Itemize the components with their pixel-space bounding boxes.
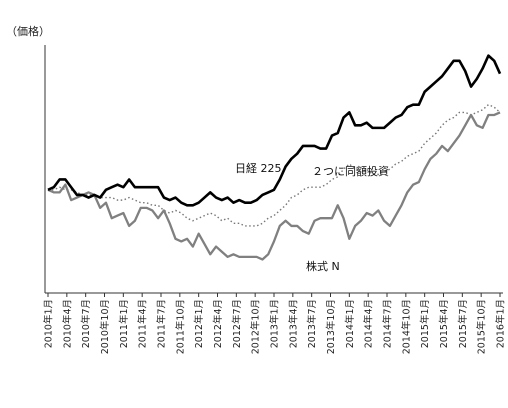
x-tick-label: 2011年7月	[156, 299, 168, 348]
x-tick-label: 2011年1月	[118, 299, 130, 348]
x-tick-label: 2015年1月	[419, 299, 431, 348]
x-tick-label: 2015年4月	[438, 299, 450, 348]
x-tick-label: 2011年10月	[174, 299, 186, 354]
x-tick-label: 2012年1月	[193, 299, 205, 348]
x-tick-label: 2016年1月	[495, 299, 507, 348]
x-tick-label: 2010年4月	[61, 299, 73, 348]
series-line-nikkei225	[47, 54, 502, 207]
x-tick-label: 2013年7月	[306, 299, 318, 348]
x-tick-label: 2012年7月	[231, 299, 243, 348]
x-tick-label: 2014年7月	[382, 299, 394, 348]
series-label-stock-n: 株式 N	[306, 259, 340, 273]
x-tick-label: 2014年10月	[400, 299, 412, 354]
x-tick-label: 2012年10月	[250, 299, 262, 354]
x-tick-label: 2015年7月	[457, 299, 469, 348]
x-tick-label: 2010年10月	[99, 299, 111, 354]
x-tick-label: 2013年4月	[287, 299, 299, 348]
x-tick-label: 2010年1月	[43, 299, 55, 348]
x-tick-label: 2015年10月	[476, 299, 488, 354]
x-tick-label: 2010年7月	[80, 299, 92, 348]
x-tick-label: 2012年4月	[212, 299, 224, 348]
series-label-equal-investment: ２つに同額投資	[312, 164, 389, 178]
series-line-stock-n	[47, 111, 501, 261]
x-tick-label: 2011年4月	[137, 299, 149, 348]
x-tick-label: 2013年1月	[269, 299, 281, 348]
x-ticks: 2010年1月 2010年4月 2010年7月 2010年10月 2011年1月 2011…	[43, 293, 507, 354]
series-label-nikkei225: 日経 225	[235, 162, 282, 175]
series-layer	[47, 54, 502, 261]
x-tick-label: 2014年4月	[363, 299, 375, 348]
x-tick-label: 2013年10月	[325, 299, 337, 354]
x-tick-label: 2014年1月	[344, 299, 356, 348]
y-axis-label: （価格）	[6, 24, 50, 38]
